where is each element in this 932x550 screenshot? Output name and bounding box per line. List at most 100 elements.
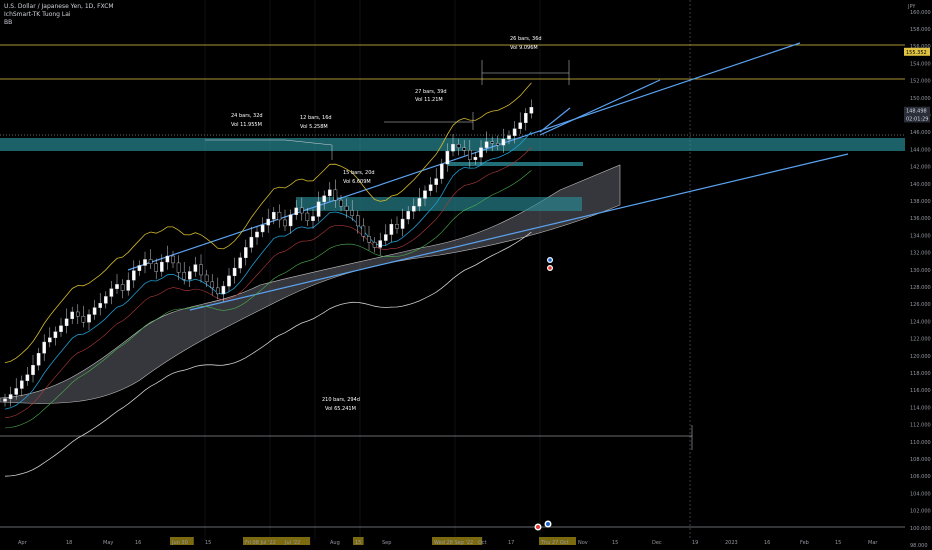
candle-body	[126, 279, 130, 291]
candle-body	[434, 178, 439, 185]
measure-2-bars: 12 bars, 16d	[300, 115, 332, 121]
price-tick-label: 110.000	[910, 440, 931, 446]
candle-body	[120, 284, 125, 291]
price-tick-label: 150.000	[910, 96, 931, 102]
time-tick-label: 15	[612, 540, 618, 546]
time-tag-box	[353, 537, 364, 545]
price-tag-label: 155.352	[906, 50, 927, 56]
price-tick-label: 132.000	[910, 251, 931, 257]
candle-body	[249, 236, 254, 248]
time-tick-label: Mar	[868, 540, 878, 546]
candle-body	[204, 274, 209, 283]
price-tick-label: 154.000	[910, 61, 931, 67]
candle-body	[137, 265, 142, 271]
price-tick-label: 136.000	[910, 216, 931, 222]
measure-6-vol: Vol 65.241M	[325, 406, 356, 412]
candle-body	[255, 231, 259, 238]
price-tick-label: 126.000	[910, 302, 931, 308]
candle-body	[187, 271, 192, 280]
candle-body	[64, 318, 69, 326]
price-tick-label: 120.000	[910, 354, 931, 360]
candle-body	[159, 261, 164, 272]
candle-body	[70, 311, 74, 320]
candle-body	[372, 242, 377, 248]
price-tick-label: 112.000	[910, 423, 931, 429]
support-zone-middle	[296, 197, 582, 211]
time-tag-box	[170, 537, 194, 545]
measure-4-bars: 27 bars, 39d	[415, 89, 447, 95]
candle-body	[333, 189, 338, 201]
candle-body	[300, 207, 304, 214]
price-tick-label: 104.000	[910, 491, 931, 497]
candle-body	[148, 259, 153, 264]
trend-channel[interactable]	[127, 42, 849, 311]
indicator-ichimoku-label[interactable]: IchSmart-TK Tuong Lai	[4, 11, 71, 18]
candle-body	[484, 141, 489, 148]
time-tick-label: 18	[66, 540, 72, 546]
time-axis[interactable]: Apr 18 May 16 Jun 30 15 Fri 08 Jul '22 Jul '22 A…	[18, 537, 878, 546]
candle-body	[59, 325, 63, 332]
candle-body	[182, 272, 187, 280]
candle-body	[193, 264, 198, 272]
lagging-line	[4, 231, 532, 477]
candle-body	[356, 215, 360, 227]
candle-body	[512, 128, 517, 136]
time-tick-label: Feb	[800, 540, 809, 546]
candle-body	[395, 224, 399, 229]
candle-body	[462, 147, 467, 151]
candle-body	[199, 264, 203, 276]
candle-body	[98, 303, 102, 308]
measure-5-vol: Vol 9.096M	[510, 45, 538, 51]
time-tick-label: Aug	[330, 540, 340, 546]
candle-body	[344, 205, 349, 211]
candle-body	[283, 219, 287, 227]
price-tick-label: 152.000	[910, 79, 931, 85]
candle-body	[154, 263, 159, 272]
time-tick-label: Oct	[478, 540, 487, 546]
candle-body	[428, 184, 433, 191]
candle-body	[8, 394, 13, 399]
candle-body	[243, 247, 248, 258]
candle-body	[232, 267, 237, 277]
price-tick-label: 118.000	[910, 371, 931, 377]
candle-body	[81, 316, 86, 323]
candle-body	[400, 218, 405, 229]
candle-body	[322, 195, 327, 203]
time-tick-label: Sep	[382, 540, 391, 546]
time-tag-box	[539, 537, 576, 545]
price-tick-label: 158.000	[910, 27, 931, 33]
candle-body	[277, 211, 282, 221]
time-tick-label: Apr	[18, 540, 28, 546]
candle-body	[339, 199, 343, 207]
candle-body	[25, 374, 30, 381]
measure-5-bars: 26 bars, 36d	[510, 36, 542, 42]
price-tick-label: 108.000	[910, 457, 931, 463]
candle-body	[389, 224, 394, 235]
time-tick-label: Nov	[578, 540, 588, 546]
candle-body	[176, 262, 181, 273]
price-tick-label: 114.000	[910, 405, 931, 411]
price-tick-label: 98.000	[910, 543, 928, 549]
price-axis[interactable]: 164.000162.000160.000158.000156.000154.0…	[910, 0, 931, 549]
candle-body	[31, 365, 35, 375]
measure-tools[interactable]	[0, 60, 693, 450]
time-tick-label: Wed 28 Sep '22	[434, 540, 473, 546]
price-tick-label: 124.000	[910, 319, 931, 325]
price-tag-label: 02:01:29	[906, 116, 928, 122]
indicator-bb-label[interactable]: BB	[4, 19, 13, 26]
candle-body	[115, 284, 119, 289]
tenkan-line	[4, 147, 532, 418]
candle-body	[451, 144, 455, 152]
time-tick-label: Fri 08 Jul '22	[245, 540, 276, 546]
price-tick-label: 138.000	[910, 199, 931, 205]
time-tag-box	[283, 537, 311, 545]
economic-event-icons[interactable]	[534, 257, 554, 531]
candle-body	[367, 236, 371, 243]
price-tick-label: 140.000	[910, 182, 931, 188]
candle-body	[501, 138, 506, 146]
candle-body	[48, 337, 52, 343]
time-tag-box	[243, 537, 294, 545]
symbol-title[interactable]: U.S. Dollar / Japanese Yen, 1D, FXCM	[4, 3, 114, 10]
measure-1-bars: 24 bars, 32d	[231, 113, 263, 119]
